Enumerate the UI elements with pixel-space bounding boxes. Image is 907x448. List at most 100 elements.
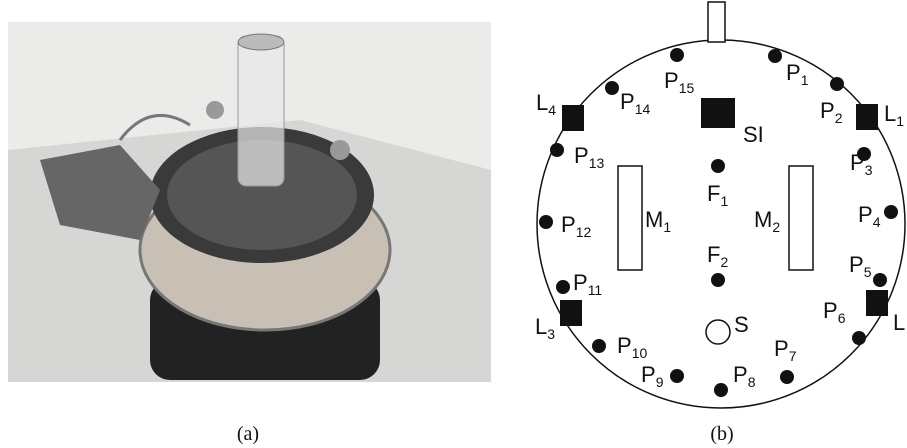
node-label: SI [743, 122, 764, 147]
node-label: L1 [884, 101, 904, 129]
si-block [701, 98, 735, 128]
robot-outline [537, 40, 905, 408]
sensor-dot [852, 331, 866, 345]
label-sub: 9 [656, 374, 664, 390]
node-label: P10 [617, 333, 647, 361]
label-main: P [620, 89, 635, 114]
node-label: P12 [561, 212, 591, 240]
node-label: P11 [573, 270, 602, 298]
node-label: P15 [664, 68, 694, 96]
sensor-dot [884, 205, 898, 219]
label-sub: 3 [547, 326, 555, 342]
light-sensor [866, 290, 888, 316]
motor [618, 166, 642, 270]
photo [8, 22, 491, 382]
label-main: P [574, 143, 589, 168]
label-sub: 4 [873, 214, 881, 230]
label-main: P [774, 336, 789, 361]
light-sensor [562, 105, 584, 131]
label-sub: 4 [548, 102, 556, 118]
sensor-dot [550, 143, 564, 157]
node-label: P8 [733, 362, 756, 390]
label-sub: 15 [679, 80, 695, 96]
node-label: M2 [754, 207, 780, 235]
label-main: P [641, 362, 656, 387]
label-main: P [858, 202, 873, 227]
label-sub: 1 [896, 113, 904, 129]
label-sub: 1 [663, 219, 671, 235]
label-sub: 7 [789, 348, 797, 364]
node-label: S [734, 312, 749, 337]
light-sensor [560, 300, 582, 326]
sensor-dot [714, 383, 728, 397]
node-label: P13 [574, 143, 604, 171]
label-main: SI [743, 122, 764, 147]
label-sub: 1 [801, 72, 809, 88]
node-label: P4 [858, 202, 881, 230]
caption: (a) [237, 423, 259, 445]
label-sub: 10 [632, 345, 648, 361]
label-main: P [561, 212, 576, 237]
label-sub: 12 [576, 224, 592, 240]
label-main: L [893, 310, 905, 335]
label-main: L [536, 90, 548, 115]
sensor-dot [670, 48, 684, 62]
label-sub: 8 [748, 374, 756, 390]
label-main: M [754, 207, 772, 232]
label-main: P [849, 252, 864, 277]
label-sub: 1 [720, 193, 728, 209]
node-label: P2 [820, 98, 843, 126]
label-main: L [884, 101, 896, 126]
label-main: P [786, 60, 801, 85]
label-sub: 2 [720, 254, 728, 270]
sensor-dot [711, 159, 725, 173]
sensor-dot [780, 370, 794, 384]
figure: (a) (b) P1P2L1P3P4P5LP6P7P8P9P10P11L3P12… [0, 0, 907, 448]
label-main: F [707, 242, 720, 267]
node-label: P9 [641, 362, 664, 390]
label-main: P [733, 362, 748, 387]
node-label: P6 [823, 298, 846, 326]
sensor-dot [711, 273, 725, 287]
sensor-dot [605, 81, 619, 95]
label-sub: 2 [835, 110, 843, 126]
sensor-dot [539, 215, 553, 229]
label-main: P [823, 298, 838, 323]
motor [789, 166, 813, 270]
node-label: M1 [645, 207, 671, 235]
label-sub: 6 [838, 310, 846, 326]
label-main: P [664, 68, 679, 93]
light-sensor [856, 104, 878, 130]
node-label: L4 [536, 90, 556, 118]
node-label: P14 [620, 89, 650, 117]
label-main: L [535, 314, 547, 339]
sensor-dot [768, 49, 782, 63]
label-sub: 11 [588, 282, 603, 298]
node-label: F2 [707, 242, 728, 270]
label-main: P [573, 270, 588, 295]
label-sub: 2 [772, 219, 780, 235]
label-main: F [707, 181, 720, 206]
mast [708, 2, 725, 42]
sensor-dot [830, 77, 844, 91]
label-main: P [850, 150, 865, 175]
label-sub: 3 [865, 162, 873, 178]
label-sub: 5 [864, 264, 872, 280]
label-main: P [617, 333, 632, 358]
sensor-dot [873, 273, 887, 287]
node-label: L3 [535, 314, 555, 342]
label-sub: 13 [589, 155, 605, 171]
label-sub: 14 [635, 101, 651, 117]
node-label: P1 [786, 60, 809, 88]
node-label: L [893, 310, 905, 335]
node-label: F1 [707, 181, 728, 209]
label-main: M [645, 207, 663, 232]
label-main: S [734, 312, 749, 337]
node-label: P5 [849, 252, 872, 280]
caption: (b) [710, 423, 733, 445]
node-label: P7 [774, 336, 797, 364]
sensor-dot [592, 339, 606, 353]
sensor-dot [670, 369, 684, 383]
sensor-dot [556, 280, 570, 294]
label-main: P [820, 98, 835, 123]
